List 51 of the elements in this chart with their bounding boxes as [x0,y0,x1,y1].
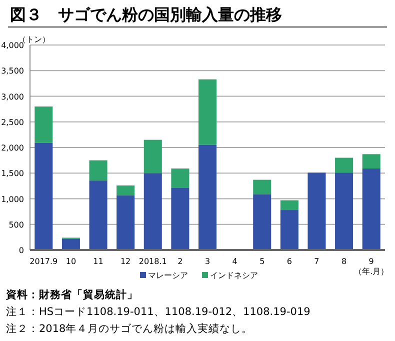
y-tick-label: 1,500 [1,169,24,178]
bar [89,180,108,250]
x-tick-label: 2017.9 [30,257,58,266]
bar [198,79,217,145]
x-tick-label: 11 [93,257,104,266]
y-tick-label: 4,000 [1,41,24,50]
bar [362,154,380,169]
legend-label: マレーシア [148,271,188,280]
text: 注２：2018年４月のサゴでん粉は輸入実績なし。 [6,322,253,335]
bar [335,172,354,250]
y-tick-label: 3,500 [1,66,24,76]
bar [34,106,53,143]
bar [171,168,190,188]
x-tick-label: 10 [66,257,76,266]
x-tick-label: 6 [286,257,292,266]
x-tick-label: 8 [341,257,347,266]
y-tick-label: 1,000 [1,194,24,204]
x-tick-label: 12 [120,257,131,266]
text: 注１：HSコード1108.19-011、1108.19-012、1108.19-019 [6,305,310,318]
y-tick-label: 2,500 [1,118,24,127]
y-tick-label: 2,000 [1,144,24,152]
x-tick-label: 2 [178,257,183,266]
y-tick-label: 0 [18,246,24,255]
y-tick-label: 3,000 [1,92,24,102]
text: 資料：財務省「貿易統計」 [5,288,138,301]
x-axis-title: （年.月） [354,267,389,276]
bar [335,158,354,173]
bar [171,188,190,250]
bar [89,160,108,180]
x-tick-label: 7 [314,257,320,266]
bar [34,142,53,250]
x-tick-label: 2018.1 [138,257,167,266]
bar [253,180,272,194]
x-tick-label: 5 [260,257,265,266]
bar [280,200,298,210]
x-tick-label: 4 [232,257,238,266]
bar [116,195,135,250]
y-tick-label: 500 [8,220,24,230]
bar [116,185,135,196]
chart-title: 図３ サゴでん粉の国別輸入量の推移 [10,5,282,24]
bar [308,172,326,250]
bar [362,168,380,250]
bar [198,144,217,250]
bar [144,173,162,250]
legend-label: インドネシア [210,271,258,280]
x-tick-label: 3 [204,257,210,266]
bar [280,210,298,250]
bar [62,238,80,250]
x-tick-label: 9 [368,257,374,266]
bar [144,140,162,174]
bar [253,194,272,250]
